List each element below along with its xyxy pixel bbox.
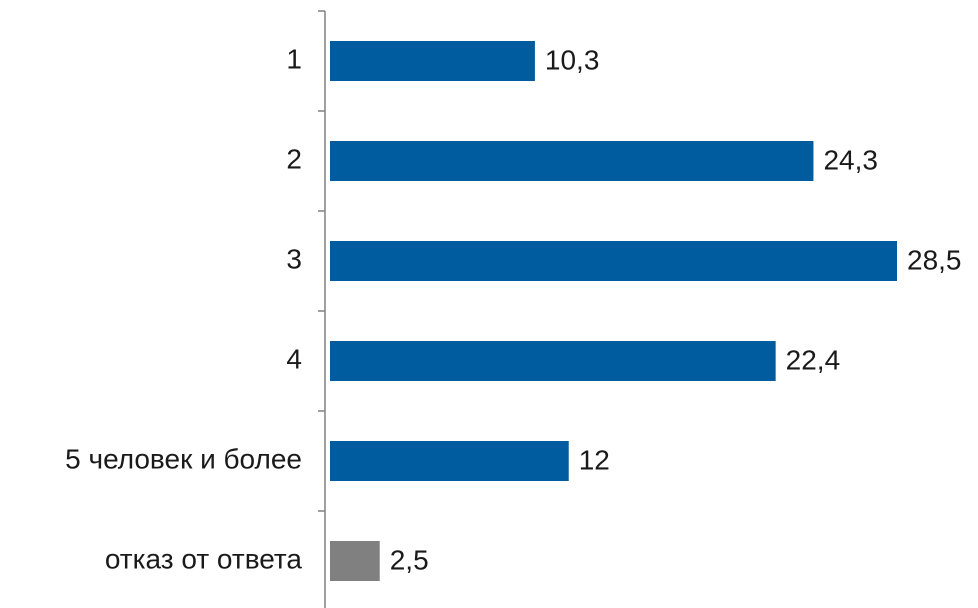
category-label: 3 — [286, 243, 302, 274]
category-label: 2 — [286, 143, 302, 174]
bar — [330, 541, 380, 581]
bar — [330, 41, 535, 81]
bar — [330, 341, 776, 381]
value-label: 2,5 — [390, 544, 429, 575]
category-label: отказ от ответа — [105, 543, 303, 574]
value-label: 22,4 — [786, 344, 841, 375]
value-label: 12 — [579, 444, 610, 475]
category-label: 4 — [286, 343, 302, 374]
category-label: 1 — [286, 43, 302, 74]
value-label: 24,3 — [823, 144, 878, 175]
value-label: 10,3 — [545, 44, 600, 75]
bar — [330, 241, 897, 281]
bar — [330, 441, 569, 481]
value-label: 28,5 — [907, 244, 962, 275]
bar — [330, 141, 814, 181]
category-label: 5 человек и более — [65, 443, 302, 474]
